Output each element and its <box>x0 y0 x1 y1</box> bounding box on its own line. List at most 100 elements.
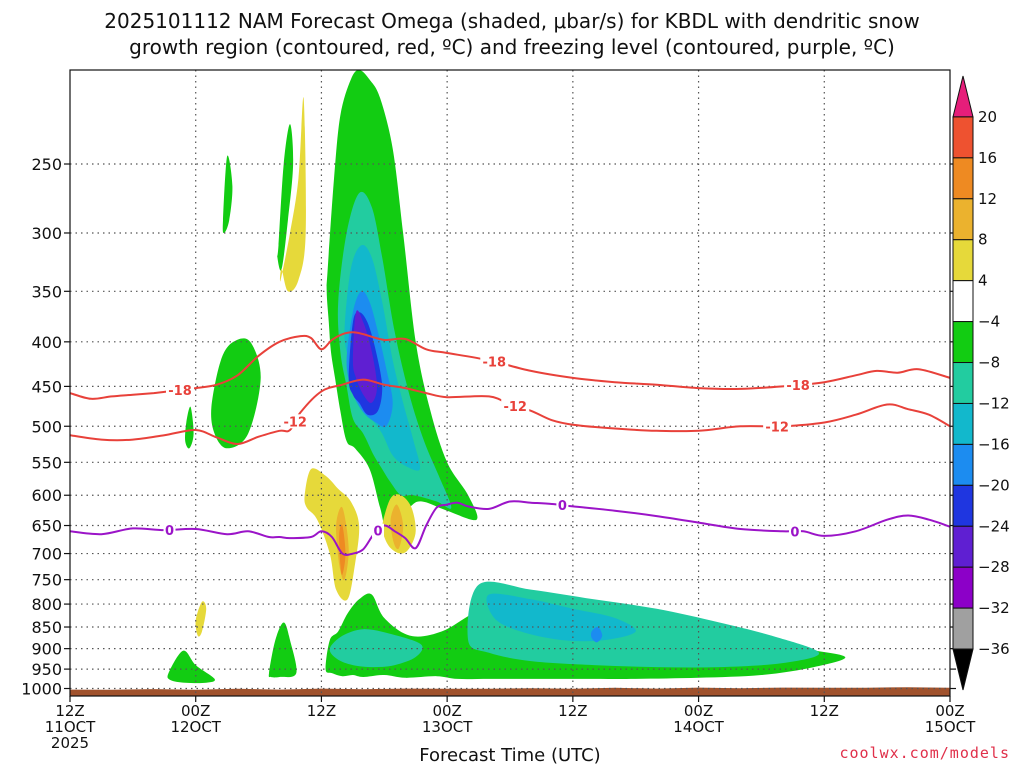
colorbar-bin <box>952 362 974 404</box>
y-axis: 250 300 350 400 450 500 550 600 650 700 750 800 850 9… <box>21 155 956 699</box>
omega-region-green <box>185 406 194 449</box>
omega-region-green <box>222 155 233 233</box>
omega-region-yellow <box>195 601 207 637</box>
x-tick-label: 14OCT <box>673 718 724 736</box>
colorbar-arrow-bottom <box>952 648 974 691</box>
omega-region-green <box>277 124 294 271</box>
colorbar-bin <box>952 443 974 486</box>
colorbar-arrow-top <box>952 75 974 118</box>
colorbar-bin <box>952 484 974 527</box>
title-line-2: growth region (contoured, red, ºC) and f… <box>129 35 895 59</box>
omega-shading <box>167 70 846 684</box>
y-tick-label: 550 <box>31 453 62 472</box>
colorbar-bin <box>952 116 974 159</box>
contour-label-bg <box>501 399 530 414</box>
omega-region-yellow <box>279 97 306 292</box>
x-tick-label: 13OCT <box>422 718 473 736</box>
title-line-1: 2025101112 NAM Forecast Omega (shaded, μ… <box>104 9 920 33</box>
contour-label-minus12: -12 <box>503 400 527 415</box>
contour-label-bg <box>163 522 176 537</box>
contour-label-minus18: -18 <box>168 384 192 399</box>
y-tick-label: 450 <box>31 377 62 396</box>
colorbar-tick-label: 8 <box>978 231 988 249</box>
contour-label-freezing-level: 0 <box>373 525 382 540</box>
y-tick-label: 700 <box>31 545 62 564</box>
ground-fill <box>70 687 950 696</box>
contour-label-bg <box>480 354 509 369</box>
y-tick-label: 600 <box>31 486 62 505</box>
colorbar-tick-label: −28 <box>978 558 1010 576</box>
colorbar-tick-label: 12 <box>978 190 997 208</box>
omega-region-orange <box>390 504 404 550</box>
contour-minus12 <box>70 378 950 446</box>
y-tick-label: 250 <box>31 155 62 174</box>
y-tick-label: 1000 <box>21 680 62 699</box>
y-tick-label: 500 <box>31 417 62 436</box>
x-tick-label: 12Z <box>55 702 84 720</box>
colorbar-bin <box>952 525 974 568</box>
y-tick-label: 400 <box>31 333 62 352</box>
x-axis-label: Forecast Time (UTC) <box>419 745 601 766</box>
y-tick-label: 350 <box>31 282 62 301</box>
omega-region-green <box>167 650 215 684</box>
x-tick-label: 00Z <box>432 702 461 720</box>
colorbar-tick-label: −4 <box>978 313 1000 331</box>
x-tick-label: 00Z <box>181 702 210 720</box>
plot-border <box>69 69 951 697</box>
x-tick-label: 12Z <box>810 702 839 720</box>
colorbar-tick-label: −36 <box>978 640 1010 658</box>
y-tick-label: 750 <box>31 571 62 590</box>
contour-label-minus12: -12 <box>765 420 789 435</box>
colorbar-tick-label: −20 <box>978 476 1010 494</box>
omega-region-teal <box>467 581 820 668</box>
y-tick-label: 900 <box>31 640 62 659</box>
contour-label-bg <box>166 382 194 397</box>
colorbar-tick-label: −12 <box>978 394 1010 412</box>
colorbar-tick-label: −24 <box>978 517 1010 535</box>
omega-region-red <box>339 524 346 575</box>
colorbar-tick-label: 16 <box>978 149 997 167</box>
contour-label-bg <box>784 377 813 392</box>
x-tick-label: 11OCT <box>45 718 96 736</box>
y-tick-label: 650 <box>31 517 62 536</box>
colorbar-tick-label: 4 <box>978 272 988 290</box>
credit-link[interactable]: coolwx.com/models <box>839 744 1010 762</box>
ground-terrain <box>70 687 950 696</box>
plot-frame <box>69 69 951 697</box>
x-tick-label: 15OCT <box>925 718 976 736</box>
contour-label-freezing-level: 0 <box>558 499 567 514</box>
contour-label-bg <box>788 524 801 539</box>
grid-lines <box>70 70 950 696</box>
contour-freezing-level <box>70 500 950 556</box>
x-tick-label: 2025 <box>51 734 89 752</box>
colorbar-bin <box>952 566 974 609</box>
chart-title: 2025101112 NAM Forecast Omega (shaded, μ… <box>0 8 1024 60</box>
y-tick-label: 300 <box>31 224 62 243</box>
colorbar-bin <box>952 157 974 200</box>
colorbar-bin <box>952 239 974 282</box>
x-tick-label: 00Z <box>684 702 713 720</box>
x-tick-label: 00Z <box>935 702 964 720</box>
contour-labels: -18 -18 -18 -12 -12 -12 0 0 0 0 <box>163 354 813 540</box>
colorbar-bin <box>952 607 974 650</box>
colorbar-tick-label: −16 <box>978 435 1010 453</box>
contour-label-minus18: -18 <box>786 379 810 394</box>
omega-region-teal <box>329 629 423 668</box>
y-tick-label: 800 <box>31 595 62 614</box>
x-tick-label: 12Z <box>307 702 336 720</box>
colorbar-bin <box>952 321 974 364</box>
x-tick-label: 12OCT <box>170 718 221 736</box>
contour-label-freezing-level: 0 <box>790 525 799 540</box>
contour-label-bg <box>556 498 569 513</box>
colorbar-tick-label: −32 <box>978 599 1010 617</box>
contour-label-bg <box>763 419 792 434</box>
y-tick-label: 950 <box>31 660 62 679</box>
contour-label-freezing-level: 0 <box>165 524 174 539</box>
contour-label-bg <box>281 414 310 429</box>
y-tick-label: 850 <box>31 618 62 637</box>
omega-region-green <box>268 622 297 678</box>
x-tick-label: 12Z <box>558 702 587 720</box>
colorbar-tick-label: −8 <box>978 354 1000 372</box>
